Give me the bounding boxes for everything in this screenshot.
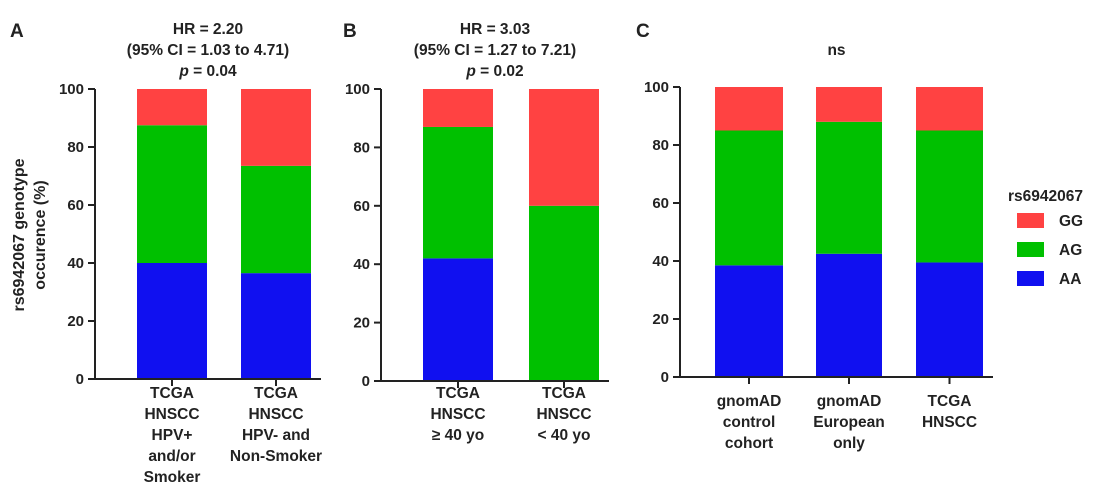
bar-segment-ag: [241, 165, 311, 274]
y-tick-label: 20: [652, 311, 669, 328]
x-category-label: Non-Smoker: [230, 448, 322, 465]
x-category-label: control: [723, 414, 776, 431]
panel-b: B HR = 3.03 (95% CI = 1.27 to 7.21) p = 0.0…: [343, 21, 609, 444]
x-category-label: gnomAD: [817, 393, 882, 410]
y-tick-label: 60: [652, 195, 669, 212]
legend-swatch-gg: [1017, 213, 1044, 228]
annotation-line: (95% CI = 1.27 to 7.21): [414, 42, 576, 59]
annotation-line: ns: [827, 42, 845, 59]
y-tick-label: 100: [644, 79, 669, 96]
bar-segment-aa: [241, 273, 311, 379]
y-tick-label: 0: [362, 373, 370, 390]
y-tick-label: 80: [353, 139, 370, 156]
panel-letter: A: [10, 21, 24, 42]
y-tick-label: 80: [652, 137, 669, 154]
y-tick-label: 40: [652, 253, 669, 270]
bar-segment-ag: [816, 121, 882, 254]
bar-segment-gg: [423, 89, 493, 127]
y-tick-label: 20: [67, 313, 84, 330]
x-category-label: TCGA: [542, 385, 586, 402]
x-category-label: European: [813, 414, 884, 431]
bar-segment-aa: [916, 262, 983, 377]
x-category-label: TCGA: [928, 393, 972, 410]
y-tick-label: 0: [76, 371, 84, 388]
x-category-label: Smoker: [144, 469, 201, 486]
x-category-label: HNSCC: [144, 406, 199, 423]
x-category-label: and/or: [148, 448, 195, 465]
x-category-label: < 40 yo: [538, 427, 591, 444]
legend-title: rs6942067: [1008, 188, 1083, 205]
legend-label-gg: GG: [1059, 213, 1083, 230]
annotation-p-value: = 0.02: [476, 63, 524, 80]
bar-segment-aa: [715, 265, 783, 377]
bar-segment-ag: [916, 130, 983, 263]
annotation-line: p = 0.02: [465, 63, 523, 80]
legend-swatch-aa: [1017, 271, 1044, 286]
x-category-label: only: [833, 435, 865, 452]
bar-segment-ag: [423, 126, 493, 259]
legend-swatch-ag: [1017, 242, 1044, 257]
bar-segment-ag: [529, 205, 599, 381]
x-category-label: ≥ 40 yo: [432, 427, 484, 444]
y-tick-label: 40: [67, 255, 84, 272]
y-tick-label: 100: [345, 81, 370, 98]
annotation-p-value: = 0.04: [189, 63, 237, 80]
annotation-p-symbol: p: [465, 63, 475, 80]
y-tick-label: 80: [67, 139, 84, 156]
x-category-label: HNSCC: [248, 406, 303, 423]
y-axis-title: rs6942067 genotype occurence (%): [11, 158, 49, 311]
x-category-label: TCGA: [254, 385, 298, 402]
bar-segment-gg: [241, 89, 311, 166]
bar-segment-ag: [137, 125, 207, 263]
x-category-label: HPV- and: [242, 427, 310, 444]
bar-segment-aa: [816, 253, 882, 377]
annotation-line: (95% CI = 1.03 to 4.71): [127, 42, 289, 59]
bar-segment-ag: [715, 130, 783, 266]
annotation-line: HR = 3.03: [460, 21, 531, 38]
bar-segment-aa: [423, 258, 493, 381]
bar-segment-aa: [137, 263, 207, 379]
legend-label-aa: AA: [1059, 271, 1081, 288]
bar-segment-gg: [137, 89, 207, 126]
y-tick-label: 0: [661, 369, 669, 386]
x-category-label: cohort: [725, 435, 773, 452]
x-category-label: TCGA: [436, 385, 480, 402]
panel-a: A HR = 2.20 (95% CI = 1.03 to 4.71) p = 0.0…: [10, 21, 322, 486]
bar-segment-gg: [529, 89, 599, 206]
bar-segment-gg: [715, 87, 783, 131]
x-category-label: HNSCC: [430, 406, 485, 423]
y-tick-label: 60: [353, 198, 370, 215]
x-category-label: TCGA: [150, 385, 194, 402]
legend-label-ag: AG: [1059, 242, 1082, 259]
legend: rs6942067 GG AG AA: [1008, 188, 1083, 288]
x-category-label: HNSCC: [536, 406, 591, 423]
x-category-label: gnomAD: [717, 393, 782, 410]
bar-segment-gg: [816, 87, 882, 122]
y-tick-label: 40: [353, 256, 370, 273]
annotation-p-symbol: p: [178, 63, 188, 80]
y-tick-label: 20: [353, 315, 370, 332]
y-axis-title-line: rs6942067 genotype: [11, 158, 28, 311]
x-category-label: HPV+: [152, 427, 193, 444]
panel-letter: C: [636, 21, 650, 42]
panel-c: Cns 0 20 40 60 80 100 gnomAD control cohort gnomAD…: [636, 21, 993, 452]
panel-letter: B: [343, 21, 357, 42]
y-axis-title-line: occurence (%): [32, 180, 49, 289]
annotation-line: HR = 2.20: [173, 21, 243, 38]
annotation-line: p = 0.04: [178, 63, 237, 80]
bar-segment-gg: [916, 87, 983, 131]
x-category-label: HNSCC: [922, 414, 977, 431]
y-tick-label: 60: [67, 197, 84, 214]
y-tick-label: 100: [59, 81, 84, 98]
